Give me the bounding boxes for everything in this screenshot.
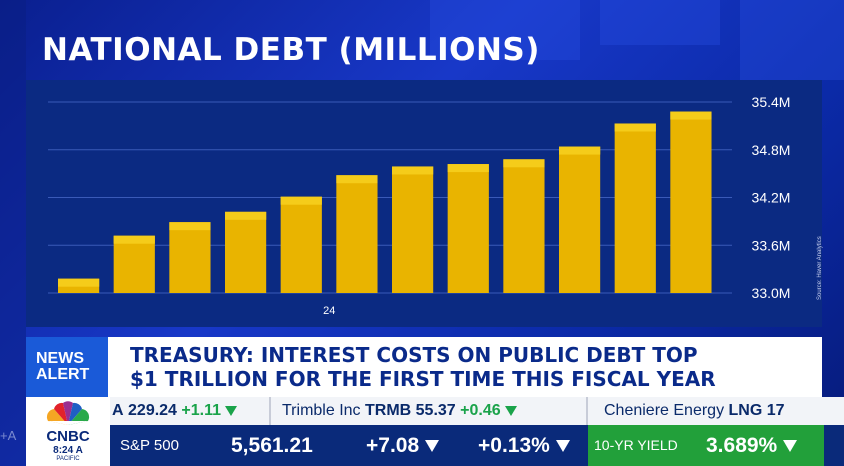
ticker-divider xyxy=(586,397,588,425)
ticker-prefix: A xyxy=(112,402,124,419)
chart-panel: 33.0M 33.6M 34.2M 34.8M 35.4M 24 xyxy=(26,80,822,327)
background-cube xyxy=(0,0,26,466)
ticker-symbol: TRMB xyxy=(364,402,412,419)
logo-wordmark: CNBC xyxy=(46,428,90,445)
index-name: S&P 500 xyxy=(120,437,179,454)
up-triangle-icon xyxy=(783,440,798,453)
badge-line-2: ALERT xyxy=(36,366,90,383)
ticker-item: Cheniere Energy LNG 17 xyxy=(604,397,785,425)
headline-line-2: $1 TRILLION FOR THE FIRST TIME THIS FISC… xyxy=(130,367,716,391)
ticker-item: Trimble Inc TRMB 55.37 +0.46 xyxy=(282,397,517,425)
bar xyxy=(503,159,545,293)
ticker-company: Cheniere Energy xyxy=(604,402,725,419)
ticker-company: Trimble Inc xyxy=(282,402,361,419)
bar xyxy=(336,175,378,293)
bar-top xyxy=(447,164,489,173)
alert-headline: TREASURY: INTEREST COSTS ON PUBLIC DEBT … xyxy=(130,343,812,391)
bar-chart: 33.0M 33.6M 34.2M 34.8M 35.4M 24 xyxy=(48,94,791,317)
bar xyxy=(280,196,322,293)
bar-top xyxy=(503,159,545,168)
clock-value: 8:24 xyxy=(53,445,74,456)
bar-top xyxy=(670,111,712,120)
stock-ticker: A 229.24 +1.11 Trimble Inc TRMB 55.37 +0… xyxy=(26,397,844,425)
bar-top xyxy=(113,235,155,244)
ticker-price: 17 xyxy=(766,402,785,419)
background-cube xyxy=(430,0,580,60)
x-tick-label: 24 xyxy=(323,305,335,317)
market-index-bar: S&P 500 5,561.21 +7.08 +0.13% 10-YR YIEL… xyxy=(26,425,844,466)
bar-top xyxy=(392,166,434,175)
y-tick-label: 35.4M xyxy=(752,94,791,110)
index-value: 5,561.21 xyxy=(231,434,313,457)
ticker-change: +1.11 xyxy=(181,402,222,419)
bar-top xyxy=(280,196,322,205)
bar xyxy=(559,146,601,293)
yield-value: 3.689% xyxy=(706,434,778,457)
network-logo: CNBC 8:24 A PACIFIC xyxy=(26,397,110,466)
up-arrow-icon xyxy=(225,405,238,416)
bar xyxy=(447,164,489,293)
yield-value-wrap: 3.689% xyxy=(706,425,798,466)
bar xyxy=(225,211,267,293)
ticker-divider xyxy=(269,397,271,425)
y-tick-label: 33.0M xyxy=(752,285,791,301)
background-cube xyxy=(740,0,844,80)
index-change-value: +7.08 xyxy=(366,434,420,457)
ticker-price: 55.37 xyxy=(415,402,456,419)
bar-top xyxy=(169,222,211,231)
index-percent-value: +0.13% xyxy=(478,434,550,457)
yield-box: 10-YR YIELD 3.689% xyxy=(588,425,824,466)
ticker-price: 229.24 xyxy=(128,402,177,419)
bar-top xyxy=(336,175,378,184)
badge-line-1: NEWS xyxy=(36,350,84,367)
index-percent: +0.13% xyxy=(478,425,570,466)
bar-top xyxy=(225,211,267,220)
bar xyxy=(392,166,434,293)
ticker-item: A 229.24 +1.11 xyxy=(112,397,238,425)
chart-title: NATIONAL DEBT (MILLIONS) xyxy=(42,32,540,68)
bar xyxy=(670,111,712,293)
bar-top xyxy=(58,278,100,287)
headline-line-1: TREASURY: INTEREST COSTS ON PUBLIC DEBT … xyxy=(130,343,698,367)
time-zone: PACIFIC xyxy=(56,456,80,462)
index-change: +7.08 xyxy=(366,425,440,466)
bar xyxy=(614,123,656,293)
background-cube xyxy=(600,0,720,45)
up-arrow-icon xyxy=(504,405,517,416)
news-alert-badge: NEWS ALERT xyxy=(26,337,108,397)
bar-top xyxy=(614,123,656,132)
ticker-change: +0.46 xyxy=(460,402,501,419)
bar xyxy=(113,235,155,293)
y-tick-label: 34.8M xyxy=(752,142,791,158)
y-tick-label: 34.2M xyxy=(752,190,791,206)
bar-top xyxy=(559,146,601,155)
yield-label: 10-YR YIELD xyxy=(594,437,678,453)
up-triangle-icon xyxy=(425,440,440,453)
up-triangle-icon xyxy=(555,440,570,453)
clock-time: 8:24 A xyxy=(26,445,110,456)
ticker-symbol: LNG xyxy=(728,402,763,419)
bar xyxy=(169,222,211,293)
source-note: Source: Haver Analytics xyxy=(817,236,823,300)
clock-ampm: A xyxy=(75,445,83,456)
y-tick-label: 33.6M xyxy=(752,237,791,253)
news-alert-bar: NEWS ALERT TREASURY: INTEREST COSTS ON P… xyxy=(26,337,822,397)
peacock-icon xyxy=(46,401,90,425)
edge-glyph: +A xyxy=(0,428,17,443)
